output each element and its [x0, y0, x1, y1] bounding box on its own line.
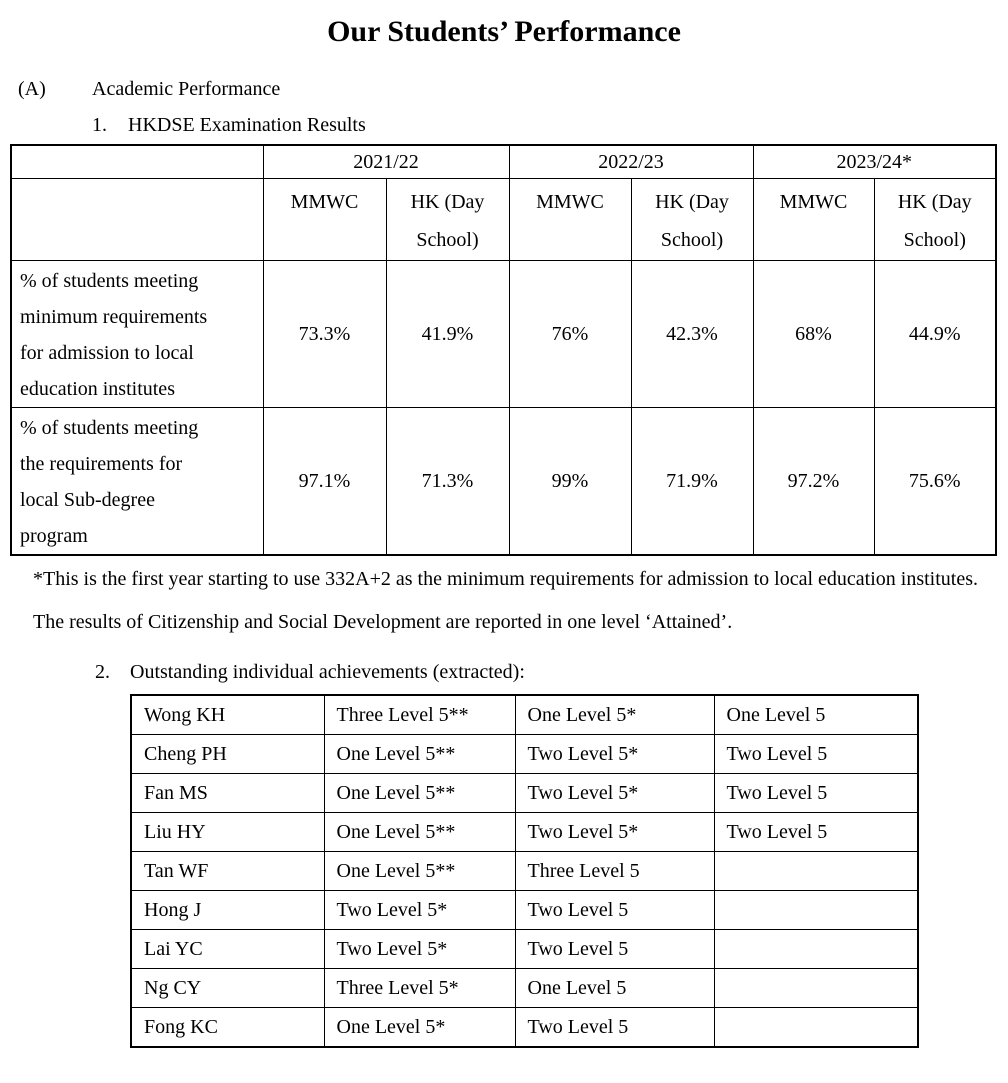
- achievement-cell: Two Level 5: [713, 812, 919, 852]
- page-title: Our Students’ Performance: [327, 15, 681, 48]
- achievement-cell: One Level 5*: [323, 1007, 516, 1048]
- school-header-cell: HK (Day School): [873, 178, 997, 261]
- school-header-cell: MMWC: [752, 178, 875, 261]
- table-row: % of students meeting the requirements f…: [10, 407, 997, 556]
- metric-label-cell: % of students meeting the requirements f…: [10, 407, 264, 556]
- achievement-cell: Two Level 5*: [514, 812, 715, 852]
- result-value-cell: 71.3%: [385, 407, 510, 556]
- item-1-heading: HKDSE Examination Results: [128, 114, 366, 136]
- table-row: Lai YC Two Level 5* Two Level 5: [130, 929, 919, 969]
- metric-label-cell: % of students meeting minimum requiremen…: [10, 260, 264, 408]
- student-name-cell: Cheng PH: [130, 734, 325, 774]
- achievement-cell: Two Level 5: [514, 890, 715, 930]
- achievement-cell: One Level 5: [514, 968, 715, 1008]
- result-value-cell: 75.6%: [873, 407, 997, 556]
- item-2-number: 2.: [95, 661, 110, 683]
- result-value-cell: 71.9%: [630, 407, 754, 556]
- item-1-line: 1. HKDSE Examination Results: [0, 111, 1008, 139]
- result-value-cell: 44.9%: [873, 260, 997, 408]
- item-1-number: 1.: [92, 114, 107, 136]
- result-value-cell: 97.1%: [262, 407, 387, 556]
- table-row: Fan MS One Level 5** Two Level 5* Two Le…: [130, 773, 919, 813]
- achievement-cell: Two Level 5: [514, 929, 715, 969]
- achievement-cell: One Level 5*: [514, 694, 715, 735]
- achievement-cell: [713, 968, 919, 1008]
- school-header-cell: MMWC: [508, 178, 632, 261]
- empty-corner-cell: [10, 144, 264, 179]
- student-name-cell: Fan MS: [130, 773, 325, 813]
- achievement-cell: Two Level 5*: [514, 734, 715, 774]
- school-header-cell: HK (Day School): [630, 178, 754, 261]
- school-header-cell: HK (Day School): [385, 178, 510, 261]
- table-row: Liu HY One Level 5** Two Level 5* Two Le…: [130, 812, 919, 852]
- achievement-cell: Two Level 5*: [323, 929, 516, 969]
- achievements-table: Wong KH Three Level 5** One Level 5* One…: [130, 694, 919, 1048]
- student-name-cell: Ng CY: [130, 968, 325, 1008]
- result-value-cell: 76%: [508, 260, 632, 408]
- year-header-cell: 2021/22: [262, 144, 510, 179]
- section-a-line: (A) Academic Performance: [0, 75, 1008, 103]
- achievement-cell: One Level 5**: [323, 851, 516, 891]
- achievement-cell: [713, 1007, 919, 1048]
- student-name-cell: Wong KH: [130, 694, 325, 735]
- hkdse-results-table: 2021/22 2022/23 2023/24* MMWC HK (Day Sc…: [10, 144, 997, 556]
- table-row: Fong KC One Level 5* Two Level 5: [130, 1007, 919, 1048]
- achievement-cell: One Level 5**: [323, 734, 516, 774]
- school-header-cell: MMWC: [262, 178, 387, 261]
- item-2-heading: Outstanding individual achievements (ext…: [130, 661, 525, 683]
- student-name-cell: Liu HY: [130, 812, 325, 852]
- student-name-cell: Fong KC: [130, 1007, 325, 1048]
- result-value-cell: 73.3%: [262, 260, 387, 408]
- table-row: % of students meeting minimum requiremen…: [10, 260, 997, 408]
- achievement-cell: Three Level 5*: [323, 968, 516, 1008]
- student-name-cell: Tan WF: [130, 851, 325, 891]
- achievement-cell: One Level 5**: [323, 773, 516, 813]
- student-name-cell: Hong J: [130, 890, 325, 930]
- table-row: Tan WF One Level 5** Three Level 5: [130, 851, 919, 891]
- result-value-cell: 41.9%: [385, 260, 510, 408]
- achievement-cell: Three Level 5**: [323, 694, 516, 735]
- student-name-cell: Lai YC: [130, 929, 325, 969]
- item-2-line: 2. Outstanding individual achievements (e…: [0, 658, 1008, 686]
- year-header-row: 2021/22 2022/23 2023/24*: [10, 144, 997, 179]
- section-a-heading: Academic Performance: [92, 78, 281, 100]
- footnote-text: *This is the first year starting to use …: [33, 568, 978, 633]
- result-value-cell: 68%: [752, 260, 875, 408]
- achievement-cell: [713, 851, 919, 891]
- year-header-cell: 2022/23: [508, 144, 754, 179]
- table-row: Ng CY Three Level 5* One Level 5: [130, 968, 919, 1008]
- achievement-cell: Two Level 5: [713, 773, 919, 813]
- empty-corner-cell: [10, 178, 264, 261]
- year-header-cell: 2023/24*: [752, 144, 997, 179]
- result-value-cell: 97.2%: [752, 407, 875, 556]
- table-row: Wong KH Three Level 5** One Level 5* One…: [130, 694, 919, 735]
- achievement-cell: One Level 5: [713, 694, 919, 735]
- result-value-cell: 42.3%: [630, 260, 754, 408]
- result-value-cell: 99%: [508, 407, 632, 556]
- school-header-row: MMWC HK (Day School) MMWC HK (Day School…: [10, 178, 997, 261]
- achievement-cell: Two Level 5: [514, 1007, 715, 1048]
- achievement-cell: Two Level 5: [713, 734, 919, 774]
- table-row: Hong J Two Level 5* Two Level 5: [130, 890, 919, 930]
- achievement-cell: One Level 5**: [323, 812, 516, 852]
- table-row: Cheng PH One Level 5** Two Level 5* Two …: [130, 734, 919, 774]
- section-a-label: (A): [18, 78, 46, 100]
- achievement-cell: Two Level 5*: [514, 773, 715, 813]
- document-page: { "page": { "title": "Our Students’ Perf…: [0, 12, 1008, 1083]
- achievement-cell: [713, 929, 919, 969]
- achievement-cell: Two Level 5*: [323, 890, 516, 930]
- achievement-cell: Three Level 5: [514, 851, 715, 891]
- achievement-cell: [713, 890, 919, 930]
